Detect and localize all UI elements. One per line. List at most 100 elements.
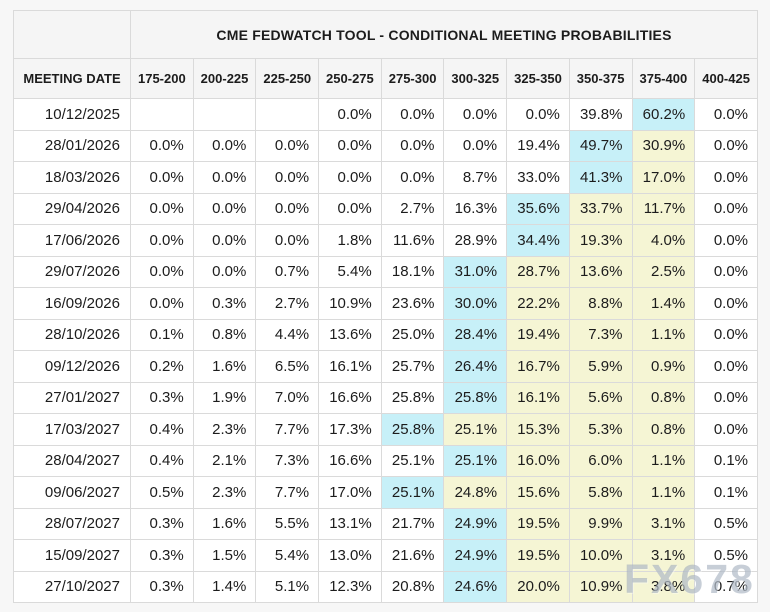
probability-cell: 5.4% xyxy=(255,539,320,572)
probability-cell: 0.0% xyxy=(694,381,759,414)
probability-cell: 0.7% xyxy=(694,570,759,603)
probability-cell: 0.8% xyxy=(192,318,257,351)
probability-cell: 23.6% xyxy=(380,287,445,320)
meeting-date-cell: 10/12/2025 xyxy=(13,98,131,131)
probability-cell: 3.1% xyxy=(631,539,696,572)
table-row: 27/01/2027 0.3% 1.9% 7.0% 16.6% 25.8% 25.8% 16.… xyxy=(13,381,759,414)
meeting-date-cell: 28/04/2027 xyxy=(13,444,131,477)
probability-cell: 1.1% xyxy=(631,318,696,351)
probability-cell: 33.7% xyxy=(568,192,633,225)
probability-cell: 0.4% xyxy=(130,444,194,477)
column-header-row: MEETING DATE 175-200 200-225 225-250 250-275… xyxy=(13,58,759,99)
probability-cell: 0.5% xyxy=(694,539,759,572)
probability-cell: 0.5% xyxy=(130,476,194,509)
probability-cell: 60.2% xyxy=(631,98,696,131)
probability-cell: 17.0% xyxy=(631,161,696,194)
probability-cell: 22.2% xyxy=(506,287,570,320)
column-header-rate-175-200: 175-200 xyxy=(130,58,194,99)
probability-cell: 24.9% xyxy=(443,507,508,540)
probability-cell: 13.1% xyxy=(318,507,382,540)
probability-cell: 33.0% xyxy=(506,161,570,194)
probability-cell: 1.1% xyxy=(631,476,696,509)
column-header-rate-275-300: 275-300 xyxy=(380,58,445,99)
table-row: 28/04/2027 0.4% 2.1% 7.3% 16.6% 25.1% 25.1% 16.… xyxy=(13,444,759,477)
probability-cell: 5.3% xyxy=(568,413,633,446)
probability-cell: 2.5% xyxy=(631,255,696,288)
probability-cell: 25.8% xyxy=(380,413,445,446)
probability-cell: 8.8% xyxy=(568,287,633,320)
table-title: CME FEDWATCH TOOL - CONDITIONAL MEETING … xyxy=(129,10,759,59)
probability-cell: 31.0% xyxy=(443,255,508,288)
probability-cell: 13.6% xyxy=(568,255,633,288)
probability-cell: 24.8% xyxy=(443,476,508,509)
table-row: 15/09/2027 0.3% 1.5% 5.4% 13.0% 21.6% 24.9% 19.… xyxy=(13,539,759,572)
table-row: 09/06/2027 0.5% 2.3% 7.7% 17.0% 25.1% 24.8% 15.… xyxy=(13,476,759,509)
probability-cell: 1.4% xyxy=(631,287,696,320)
column-header-rate-325-350: 325-350 xyxy=(506,58,570,99)
probability-cell: 7.3% xyxy=(255,444,320,477)
probability-cell: 7.3% xyxy=(568,318,633,351)
meeting-date-cell: 09/06/2027 xyxy=(13,476,131,509)
probability-cell: 2.3% xyxy=(192,413,257,446)
probability-cell: 21.6% xyxy=(380,539,445,572)
table-row: 10/12/2025 0.0% 0.0% 0.0% 0.0% 39.8% 60.2% 0.0% xyxy=(13,98,759,131)
probability-cell: 0.0% xyxy=(318,192,382,225)
probability-cell: 0.0% xyxy=(506,98,570,131)
column-header-meeting-date: MEETING DATE xyxy=(13,58,131,99)
probability-cell: 0.0% xyxy=(380,98,445,131)
probability-cell: 25.8% xyxy=(380,381,445,414)
probability-cell: 16.0% xyxy=(506,444,570,477)
probability-cell: 0.0% xyxy=(130,161,194,194)
probability-cell: 6.0% xyxy=(568,444,633,477)
probability-cell: 0.3% xyxy=(192,287,257,320)
meeting-date-cell: 28/07/2027 xyxy=(13,507,131,540)
probability-cell: 17.3% xyxy=(318,413,382,446)
probability-cell: 0.3% xyxy=(130,381,194,414)
probability-cell: 5.4% xyxy=(318,255,382,288)
table-row: 17/06/2026 0.0% 0.0% 0.0% 1.8% 11.6% 28.9% 34.4… xyxy=(13,224,759,257)
probability-cell: 0.0% xyxy=(694,161,759,194)
probability-cell: 19.4% xyxy=(506,129,570,162)
probability-cell: 0.8% xyxy=(631,413,696,446)
probability-cell: 0.0% xyxy=(192,129,257,162)
probability-cell: 15.3% xyxy=(506,413,570,446)
meeting-date-cell: 29/04/2026 xyxy=(13,192,131,225)
table-row: 18/03/2026 0.0% 0.0% 0.0% 0.0% 0.0% 8.7% 33.0% 4… xyxy=(13,161,759,194)
table-row: 28/07/2027 0.3% 1.6% 5.5% 13.1% 21.7% 24.9% 19.… xyxy=(13,507,759,540)
probability-cell: 0.0% xyxy=(694,224,759,257)
probability-cell: 2.7% xyxy=(380,192,445,225)
probability-cell: 7.7% xyxy=(255,476,320,509)
meeting-date-cell: 18/03/2026 xyxy=(13,161,131,194)
probability-cell: 7.7% xyxy=(255,413,320,446)
probability-cell: 1.6% xyxy=(192,507,257,540)
probability-cell: 0.1% xyxy=(694,476,759,509)
table-row: 27/10/2027 0.3% 1.4% 5.1% 12.3% 20.8% 24.6% 20.… xyxy=(13,570,759,603)
probability-cell: 10.9% xyxy=(318,287,382,320)
probability-cell: 34.4% xyxy=(506,224,570,257)
probability-cell: 16.6% xyxy=(318,381,382,414)
table-row: 17/03/2027 0.4% 2.3% 7.7% 17.3% 25.8% 25.1% 15.… xyxy=(13,413,759,446)
probability-cell: 11.7% xyxy=(631,192,696,225)
meeting-date-cell: 27/10/2027 xyxy=(13,570,131,603)
probability-cell: 30.9% xyxy=(631,129,696,162)
probability-cell: 0.0% xyxy=(694,98,759,131)
fedwatch-probability-table: CME FEDWATCH TOOL - CONDITIONAL MEETING … xyxy=(13,10,759,603)
meeting-date-cell: 28/01/2026 xyxy=(13,129,131,162)
probability-cell xyxy=(130,98,194,131)
table-row: 16/09/2026 0.0% 0.3% 2.7% 10.9% 23.6% 30.0% 22.… xyxy=(13,287,759,320)
table-row: 29/07/2026 0.0% 0.0% 0.7% 5.4% 18.1% 31.0% 28.7… xyxy=(13,255,759,288)
column-header-rate-400-425: 400-425 xyxy=(694,58,759,99)
corner-cell xyxy=(13,10,131,59)
probability-cell: 5.1% xyxy=(255,570,320,603)
probability-cell: 0.0% xyxy=(694,129,759,162)
table-row: 28/01/2026 0.0% 0.0% 0.0% 0.0% 0.0% 0.0% 19.4% 4… xyxy=(13,129,759,162)
meeting-date-cell: 17/06/2026 xyxy=(13,224,131,257)
probability-cell: 25.1% xyxy=(380,476,445,509)
probability-cell: 7.0% xyxy=(255,381,320,414)
meeting-date-cell: 15/09/2027 xyxy=(13,539,131,572)
column-header-rate-225-250: 225-250 xyxy=(255,58,320,99)
probability-cell: 19.5% xyxy=(506,539,570,572)
table-row: 29/04/2026 0.0% 0.0% 0.0% 0.0% 2.7% 16.3% 35.6%… xyxy=(13,192,759,225)
meeting-date-cell: 09/12/2026 xyxy=(13,350,131,383)
probability-cell: 0.0% xyxy=(255,129,320,162)
